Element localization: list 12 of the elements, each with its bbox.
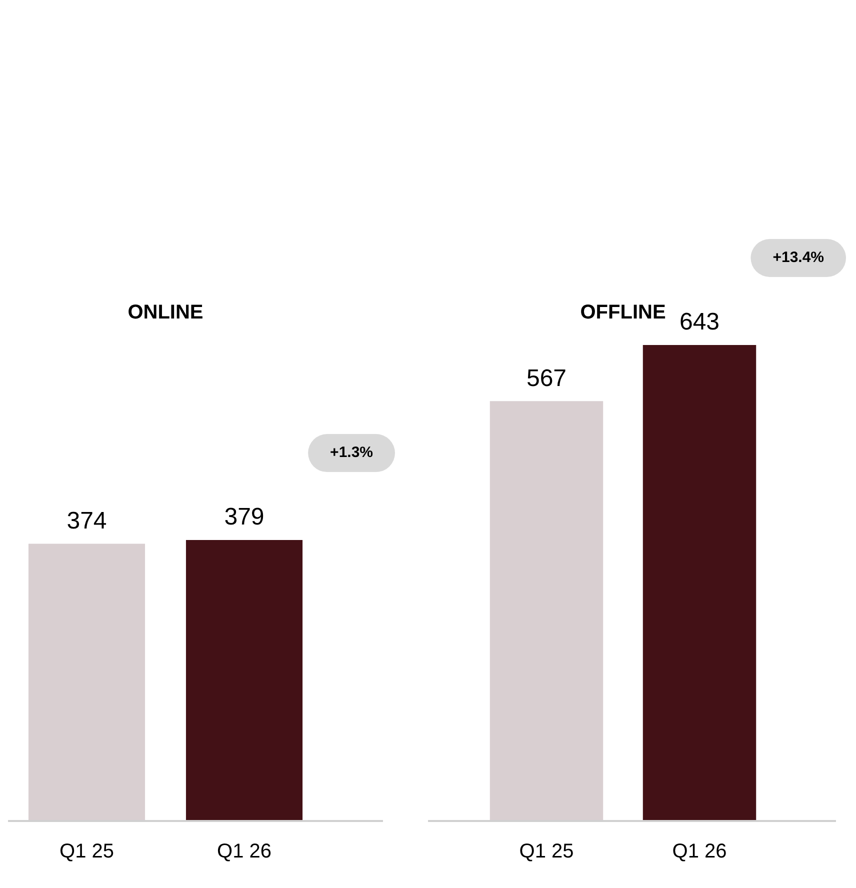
- data-label: 643: [679, 308, 720, 336]
- x-tick-label: Q1 25: [519, 840, 574, 863]
- text: +13.4%: [772, 249, 824, 266]
- data-label: 567: [526, 364, 567, 392]
- data-label: 379: [224, 504, 264, 531]
- x-tick-label: Q1 26: [217, 840, 272, 863]
- chart-title: ONLINE: [128, 302, 204, 324]
- data-label: 374: [66, 507, 107, 534]
- chart-title: OFFLINE: [580, 302, 666, 324]
- text: +1.3%: [330, 444, 373, 462]
- x-tick-label: Q1 25: [60, 840, 114, 863]
- x-tick-label: Q1 26: [672, 840, 727, 863]
